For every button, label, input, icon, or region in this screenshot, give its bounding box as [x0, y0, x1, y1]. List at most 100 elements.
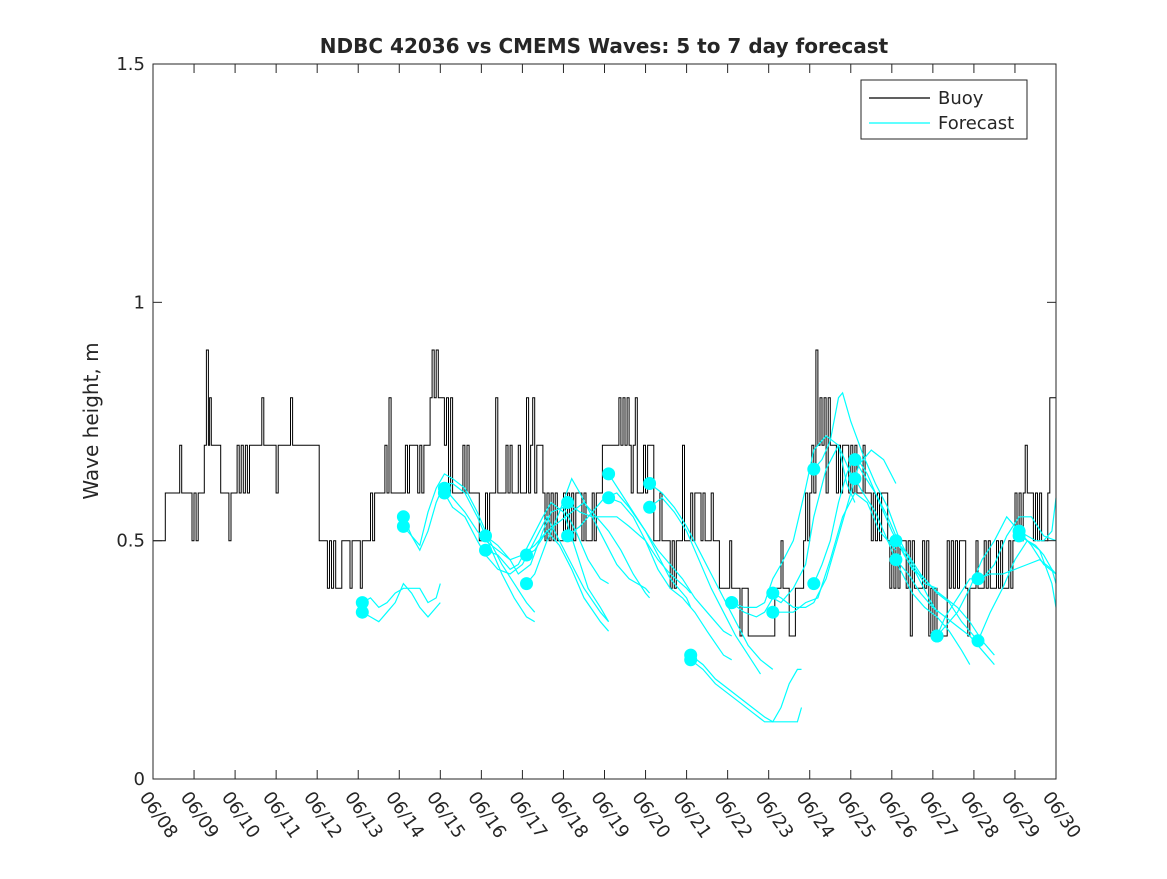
legend-label-buoy: Buoy [938, 88, 984, 109]
forecast-start-marker-6 [437, 486, 451, 500]
x-tick-label: 06/18 [545, 788, 592, 843]
x-tick-label: 06/12 [299, 788, 346, 843]
forecast-line-25 [854, 459, 975, 637]
forecast-line-11 [567, 502, 692, 594]
x-tick-label: 06/30 [1038, 788, 1085, 843]
x-tick-label: 06/19 [586, 788, 633, 843]
forecast-line-12 [567, 492, 692, 608]
forecast-start-marker-12 [561, 529, 575, 543]
forecast-line-21 [772, 449, 897, 609]
forecast-start-marker-22 [766, 605, 780, 619]
forecast-line-20 [731, 443, 856, 618]
forecast-start-marker-2 [355, 605, 369, 619]
forecast-line-33 [1018, 497, 1057, 542]
forecast-start-marker-26 [848, 472, 862, 486]
forecast-line-8 [485, 501, 610, 622]
forecast-line-32 [977, 539, 1057, 642]
forecast-start-marker-20 [725, 596, 739, 610]
x-tick-label: 06/28 [956, 788, 1003, 843]
x-tick-label: 06/23 [751, 788, 798, 843]
x-tick-label: 06/21 [669, 788, 716, 843]
forecast-start-marker-27 [889, 534, 903, 548]
x-tick-label: 06/17 [504, 788, 551, 843]
forecast-start-marker-28 [889, 553, 903, 567]
forecast-start-marker-7 [479, 529, 492, 543]
x-tick-label: 06/14 [381, 788, 428, 843]
forecast-line-1 [362, 583, 441, 609]
forecast-start-marker-21 [766, 586, 780, 600]
axes: 00.511.506/0806/0906/1006/1106/1206/1306… [116, 54, 1085, 842]
forecast-start-marker-32 [971, 634, 985, 648]
forecast-start-marker-13 [602, 467, 616, 481]
plot-frame [152, 63, 1057, 780]
forecast-start-marker-15 [643, 477, 657, 490]
forecast-line-2 [362, 582, 441, 623]
forecast-line-22 [772, 492, 897, 613]
forecast-line-9 [526, 501, 651, 599]
x-tick-label: 06/08 [135, 788, 182, 843]
forecast-line-23 [813, 391, 938, 589]
buoy-series [153, 349, 1056, 637]
forecast-start-marker-10 [520, 577, 533, 591]
forecast-start-markers [355, 453, 1026, 667]
chart-title: NDBC 42036 vs CMEMS Waves: 5 to 7 day fo… [320, 34, 889, 58]
forecast-start-marker-31 [971, 572, 985, 586]
forecast-line-31 [977, 559, 1057, 580]
forecast-start-marker-25 [848, 453, 862, 467]
x-tick-label: 06/26 [874, 788, 921, 843]
y-tick-label: 1.5 [116, 54, 145, 75]
forecast-line-24 [813, 453, 938, 613]
x-tick-label: 06/10 [217, 788, 264, 843]
x-tick-label: 06/25 [833, 788, 880, 843]
forecast-line-29 [936, 516, 1057, 637]
forecast-start-marker-24 [807, 577, 821, 591]
x-tick-label: 06/24 [792, 788, 839, 843]
forecast-start-marker-4 [396, 519, 410, 533]
forecast-start-marker-16 [643, 500, 657, 514]
forecast-line-4 [402, 482, 536, 623]
forecast-line-28 [895, 559, 995, 665]
forecast-line-30 [936, 515, 1057, 637]
forecast-line-18 [690, 659, 803, 723]
y-tick-label: 0.5 [116, 531, 145, 552]
x-tick-label: 06/29 [997, 788, 1044, 843]
forecast-line-27 [895, 540, 995, 656]
forecast-start-marker-11 [561, 496, 575, 509]
forecast-start-marker-1 [355, 596, 369, 610]
forecast-start-marker-14 [602, 491, 616, 505]
x-tick-label: 06/09 [176, 788, 223, 843]
legend-label-forecast: Forecast [938, 113, 1014, 134]
forecast-line-6 [443, 492, 610, 623]
y-axis-label: Wave height, m [79, 342, 103, 499]
x-tick-label: 06/20 [627, 788, 674, 843]
forecast-start-marker-9 [520, 548, 533, 562]
legend-box [860, 79, 1028, 140]
x-tick-label: 06/22 [710, 788, 757, 843]
forecast-start-marker-3 [396, 510, 410, 524]
x-tick-label: 06/16 [463, 788, 510, 843]
forecast-line-17 [690, 654, 802, 723]
buoy-line [153, 349, 1056, 637]
forecast-line-16 [649, 496, 762, 675]
y-tick-label: 1 [134, 292, 145, 313]
forecast-line-3 [402, 473, 536, 613]
legend: Buoy Forecast [860, 79, 1028, 140]
forecast-line-10 [526, 477, 651, 594]
forecast-start-marker-34 [1012, 529, 1026, 543]
forecast-line-13 [608, 473, 733, 637]
forecast-line-26 [854, 478, 971, 665]
forecast-start-marker-23 [807, 462, 821, 476]
x-tick-label: 06/11 [258, 788, 305, 843]
forecast-start-marker-18 [684, 653, 698, 667]
forecast-start-marker-8 [479, 543, 492, 557]
forecast-start-marker-30 [930, 629, 944, 643]
forecast-line-14 [608, 497, 732, 661]
x-tick-label: 06/15 [422, 788, 469, 843]
forecast-line-7 [485, 506, 609, 585]
x-tick-label: 06/27 [915, 788, 962, 843]
x-tick-label: 06/13 [340, 788, 387, 843]
forecast-line-15 [649, 483, 774, 670]
forecast-line-34 [1018, 535, 1057, 584]
